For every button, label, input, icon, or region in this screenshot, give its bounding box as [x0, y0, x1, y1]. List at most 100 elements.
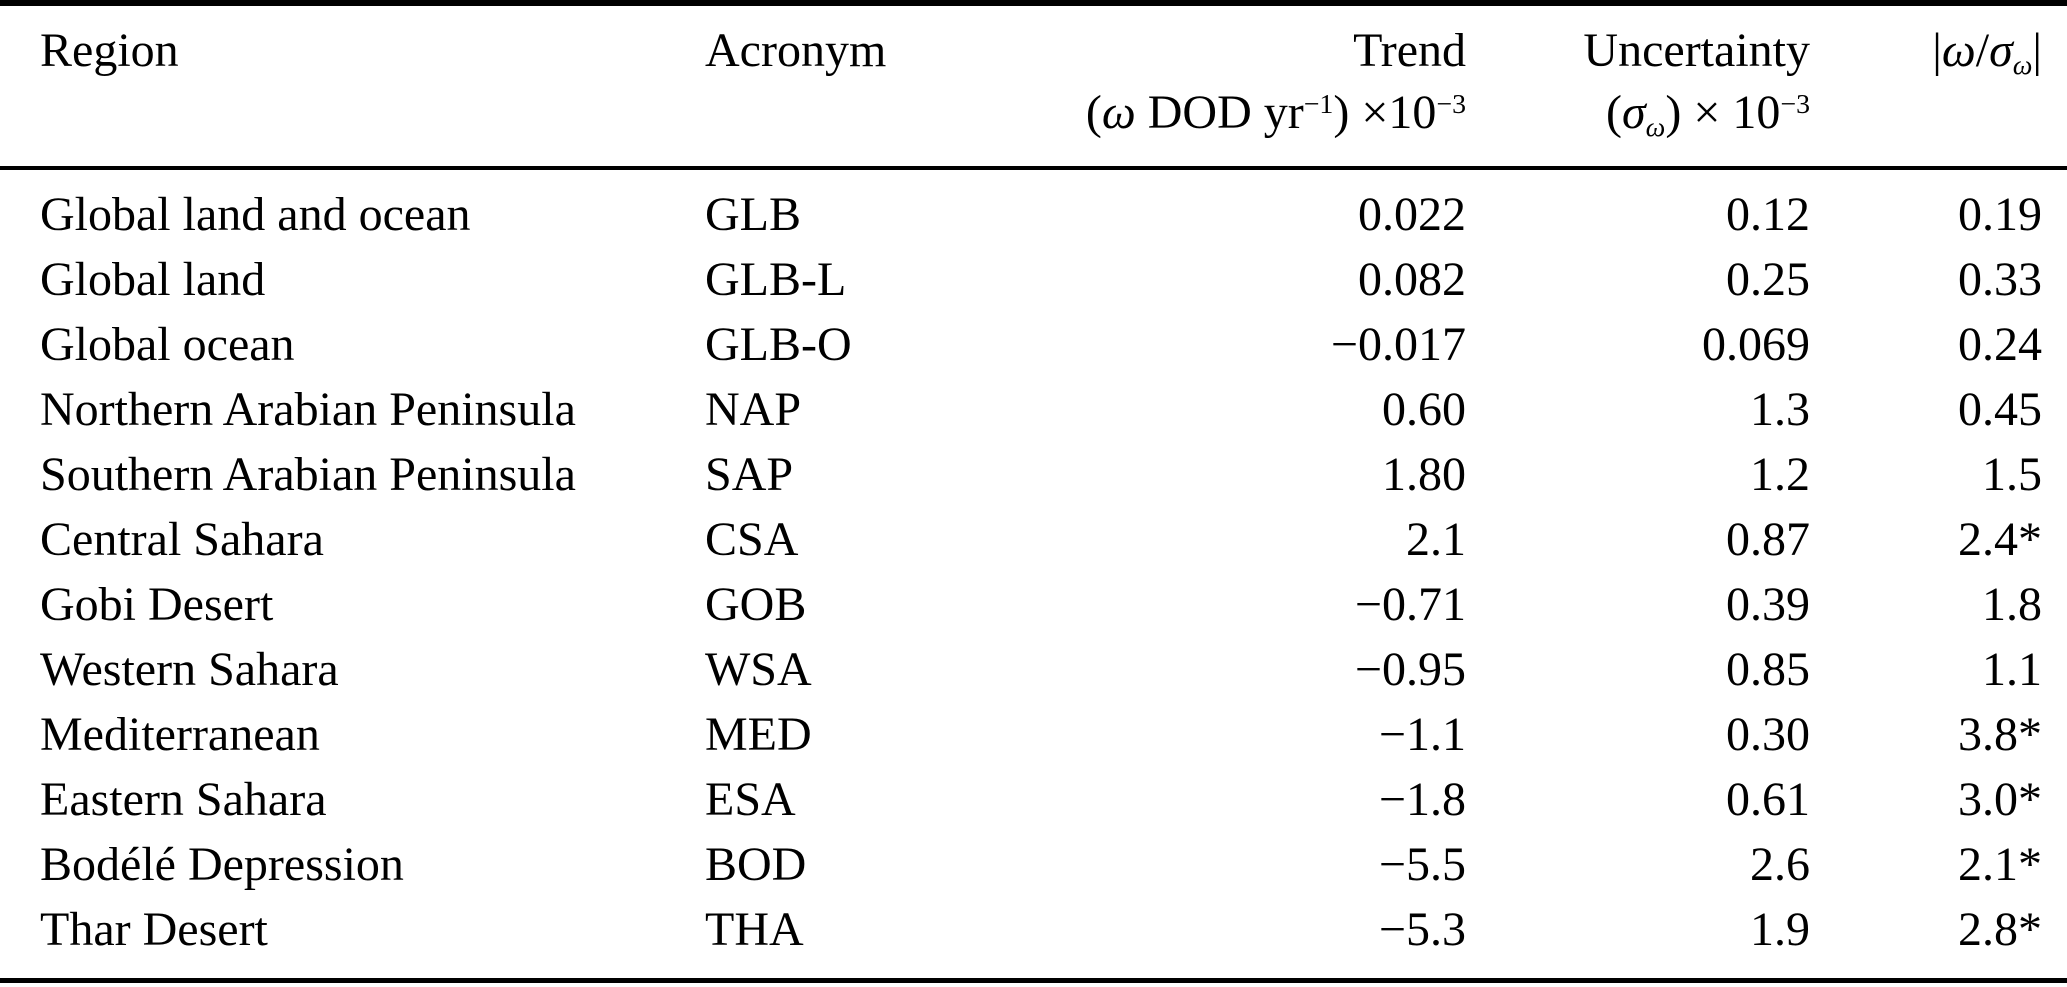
- acronym-cell: MED: [705, 708, 812, 761]
- trend-cell: 0.082: [1358, 253, 1466, 306]
- trend-cell: −1.1: [1378, 708, 1466, 761]
- ratio-cell: 0.33: [1958, 253, 2042, 306]
- region-cell: Western Sahara: [40, 643, 339, 696]
- acronym-cell: THA: [705, 903, 804, 956]
- uncertainty-cell: 0.25: [1726, 253, 1810, 306]
- table-row: Thar Desert THA −5.3 1.9 2.8*: [0, 897, 2067, 981]
- acronym-cell: ESA: [705, 773, 796, 826]
- acronym-cell: NAP: [705, 383, 802, 436]
- trend-cell: −0.95: [1354, 643, 1466, 696]
- table-header: Region Acronym Trend (ω DOD yr−1) ×10−3 …: [0, 3, 2067, 170]
- vertical-bar: |: [1932, 24, 1942, 77]
- slash: /: [1975, 24, 1990, 77]
- paren-open: (: [1606, 86, 1622, 139]
- region-cell: Northern Arabian Peninsula: [40, 383, 576, 436]
- region-cell: Mediterranean: [40, 708, 320, 761]
- uncertainty-cell: 0.39: [1726, 578, 1810, 631]
- ratio-cell: 2.4*: [1958, 513, 2042, 566]
- region-cell: Southern Arabian Peninsula: [40, 448, 576, 501]
- uncertainty-header-units: (σω) × 10−3: [1466, 80, 1810, 146]
- region-header-label: Region: [40, 24, 179, 77]
- trend-header-label: Trend: [1353, 24, 1466, 77]
- acronym-cell: WSA: [705, 643, 812, 696]
- omega-symbol: ω: [1941, 24, 1976, 77]
- trend-cell: 0.022: [1358, 188, 1466, 241]
- uncertainty-header-label: Uncertainty: [1583, 24, 1810, 77]
- region-cell: Gobi Desert: [40, 578, 274, 631]
- ratio-header-label: |ω/σω|: [1810, 22, 2042, 81]
- region-cell: Central Sahara: [40, 513, 324, 566]
- uncertainty-cell: 0.61: [1726, 773, 1810, 826]
- column-header-ratio: |ω/σω|: [1810, 3, 2067, 170]
- uncertainty-cell: 0.87: [1726, 513, 1810, 566]
- region-cell: Bodélé Depression: [40, 838, 404, 891]
- table-row: Bodélé Depression BOD −5.5 2.6 2.1*: [0, 832, 2067, 897]
- region-cell: Thar Desert: [40, 903, 268, 956]
- uncertainty-units-scale: ) × 10: [1665, 86, 1781, 139]
- region-cell: Global ocean: [40, 318, 295, 371]
- column-header-trend: Trend (ω DOD yr−1) ×10−3: [1005, 3, 1466, 170]
- exponent-minus-three: −3: [1780, 88, 1810, 120]
- table-row: Global land and ocean GLB 0.022 0.12 0.1…: [0, 168, 2067, 247]
- acronym-cell: GLB: [705, 188, 801, 241]
- acronym-cell: CSA: [705, 513, 799, 566]
- trend-cell: 2.1: [1406, 513, 1466, 566]
- uncertainty-cell: 1.3: [1750, 383, 1810, 436]
- trend-units-scale: ) ×10: [1333, 86, 1437, 139]
- ratio-cell: 2.1*: [1958, 838, 2042, 891]
- exponent-minus-one: −1: [1303, 88, 1334, 120]
- trend-cell: 1.80: [1382, 448, 1466, 501]
- table-row: Global land GLB-L 0.082 0.25 0.33: [0, 247, 2067, 312]
- table-row: Northern Arabian Peninsula NAP 0.60 1.3 …: [0, 377, 2067, 442]
- region-cell: Global land: [40, 253, 266, 306]
- ratio-cell: 0.45: [1958, 383, 2042, 436]
- ratio-cell: 3.0*: [1958, 773, 2042, 826]
- uncertainty-cell: 0.069: [1702, 318, 1810, 371]
- ratio-cell: 0.24: [1958, 318, 2042, 371]
- region-cell: Eastern Sahara: [40, 773, 327, 826]
- trend-cell: 0.60: [1382, 383, 1466, 436]
- table-row: Gobi Desert GOB −0.71 0.39 1.8: [0, 572, 2067, 637]
- exponent-minus-three: −3: [1436, 88, 1466, 120]
- paren-open: (: [1085, 86, 1102, 139]
- trend-cell: −5.3: [1378, 903, 1466, 956]
- table-row: Mediterranean MED −1.1 0.30 3.8*: [0, 702, 2067, 767]
- sigma-symbol: σ: [1622, 86, 1646, 139]
- trend-cell: −0.017: [1330, 318, 1466, 371]
- ratio-cell: 3.8*: [1958, 708, 2042, 761]
- uncertainty-cell: 0.30: [1726, 708, 1810, 761]
- sigma-symbol: σ: [1989, 24, 2013, 77]
- ratio-cell: 0.19: [1958, 188, 2042, 241]
- header-row: Region Acronym Trend (ω DOD yr−1) ×10−3 …: [0, 3, 2067, 170]
- ratio-cell: 1.8: [1982, 578, 2042, 631]
- acronym-header-label: Acronym: [705, 24, 887, 77]
- column-header-acronym: Acronym: [705, 3, 1005, 170]
- uncertainty-cell: 2.6: [1750, 838, 1810, 891]
- ratio-cell: 1.5: [1982, 448, 2042, 501]
- table-row: Central Sahara CSA 2.1 0.87 2.4*: [0, 507, 2067, 572]
- acronym-cell: GLB-O: [705, 318, 852, 371]
- uncertainty-cell: 0.12: [1726, 188, 1810, 241]
- omega-subscript: ω: [1645, 111, 1666, 143]
- table-row: Southern Arabian Peninsula SAP 1.80 1.2 …: [0, 442, 2067, 507]
- acronym-cell: GOB: [705, 578, 807, 631]
- omega-symbol: ω: [1101, 86, 1136, 139]
- trend-cell: −0.71: [1354, 578, 1466, 631]
- ratio-cell: 2.8*: [1958, 903, 2042, 956]
- region-cell: Global land and ocean: [40, 188, 471, 241]
- ratio-cell: 1.1: [1982, 643, 2042, 696]
- table-row: Eastern Sahara ESA −1.8 0.61 3.0*: [0, 767, 2067, 832]
- trend-units-text: DOD yr: [1135, 86, 1304, 139]
- acronym-cell: GLB-L: [705, 253, 847, 306]
- column-header-uncertainty: Uncertainty (σω) × 10−3: [1466, 3, 1810, 170]
- vertical-bar: |: [2032, 24, 2042, 77]
- uncertainty-cell: 1.9: [1750, 903, 1810, 956]
- table-row: Global ocean GLB-O −0.017 0.069 0.24: [0, 312, 2067, 377]
- acronym-cell: SAP: [705, 448, 794, 501]
- trend-cell: −1.8: [1378, 773, 1466, 826]
- column-header-region: Region: [0, 3, 705, 170]
- uncertainty-cell: 0.85: [1726, 643, 1810, 696]
- uncertainty-cell: 1.2: [1750, 448, 1810, 501]
